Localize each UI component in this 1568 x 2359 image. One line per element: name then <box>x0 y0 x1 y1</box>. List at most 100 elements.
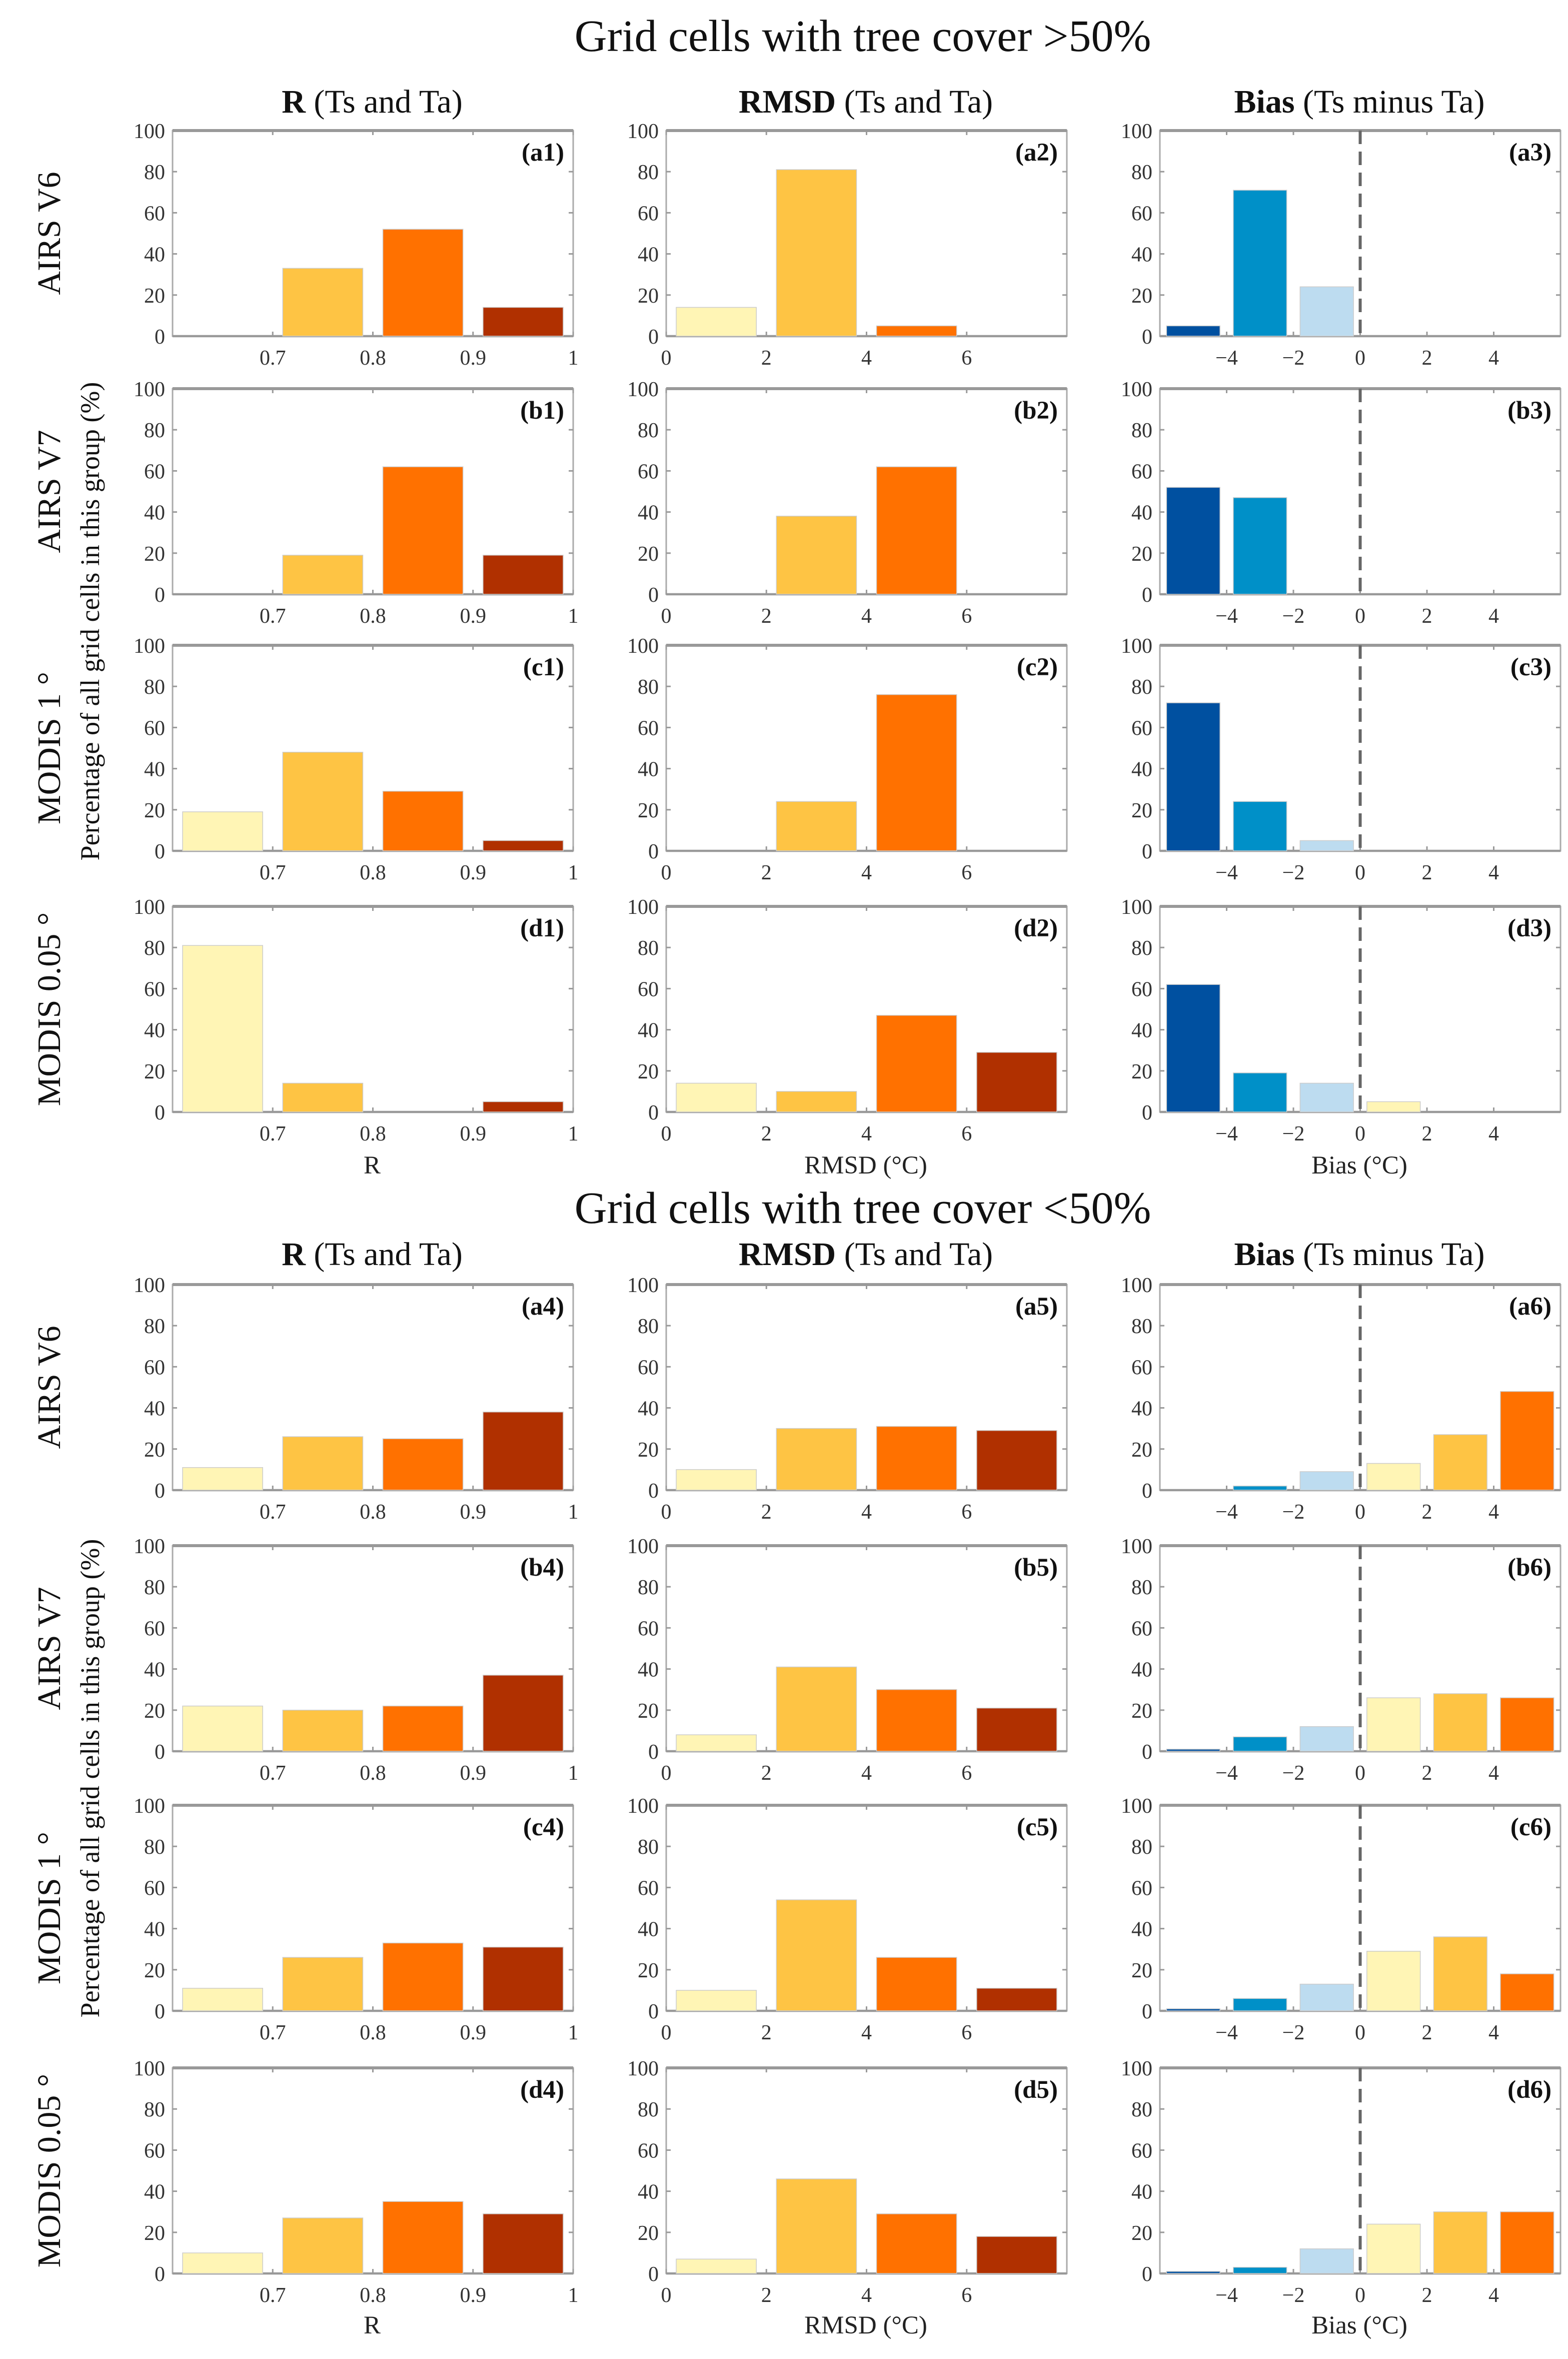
y-tick-label: 40 <box>1131 1659 1152 1682</box>
bar <box>776 169 857 337</box>
x-tick-label: −2 <box>1282 1762 1305 1785</box>
x-tick-label: 2 <box>1422 2284 1432 2307</box>
x-tick-label: −4 <box>1215 861 1238 884</box>
panel-c6: 0 20 40 60 80 100 −4 −2 0 2 4 (c6) <box>1121 1795 1561 2044</box>
y-tick-label: 0 <box>648 1480 659 1503</box>
row-label: AIRS V6 <box>31 1326 68 1449</box>
x-axis-label-bias: Bias (°C) <box>1311 1151 1407 1180</box>
x-tick-label: −4 <box>1215 1762 1238 1785</box>
bar <box>282 1082 364 1112</box>
header-bold: R <box>282 1236 306 1273</box>
x-tick-label: 1 <box>568 1122 579 1145</box>
x-tick-label: 0 <box>1355 2284 1365 2307</box>
y-tick-label: 100 <box>1121 378 1152 401</box>
panel-label: (a3) <box>1509 139 1551 167</box>
x-tick-label: 0 <box>1355 2021 1365 2044</box>
bar <box>182 1467 263 1491</box>
panel-label: (b5) <box>1014 1554 1058 1582</box>
y-tick-label: 40 <box>1131 502 1152 525</box>
y-tick-label: 60 <box>144 460 165 483</box>
y-tick-label: 80 <box>144 1315 165 1338</box>
header-bold: RMSD <box>739 1236 836 1273</box>
y-tick-label: 100 <box>1121 2057 1152 2080</box>
y-tick-label: 60 <box>638 460 659 483</box>
bar <box>1166 2271 1220 2274</box>
y-tick-label: 100 <box>627 120 659 143</box>
panel-b5: 0 20 40 60 80 100 0 2 4 6 (b5) <box>627 1535 1068 1785</box>
header-rest: (Ts minus Ta) <box>1295 1236 1485 1273</box>
bar <box>182 1988 263 2011</box>
row-label: MODIS 0.05 ° <box>31 2074 68 2268</box>
bar <box>976 1052 1057 1112</box>
x-tick-label: 6 <box>961 605 972 628</box>
bar <box>282 751 364 851</box>
panel-c3: 0 20 40 60 80 100 −4 −2 0 2 4 (c3) <box>1121 635 1561 884</box>
x-tick-label: 0.7 <box>260 2021 286 2044</box>
bar <box>382 229 464 337</box>
y-tick-label: 0 <box>1142 1101 1152 1124</box>
panel-label: (c1) <box>523 653 564 681</box>
x-tick-label: 6 <box>961 2284 972 2307</box>
y-tick-label: 20 <box>144 799 165 822</box>
y-tick-label: 40 <box>1131 1019 1152 1042</box>
y-tick-label: 0 <box>1142 2263 1152 2286</box>
y-tick-label: 80 <box>638 1576 659 1599</box>
x-tick-label: 0 <box>1355 861 1365 884</box>
y-axis-label: Percentage of all grid cells in this gro… <box>75 382 105 861</box>
y-tick-label: 60 <box>1131 1356 1152 1379</box>
y-tick-label: 60 <box>1131 202 1152 225</box>
y-tick-label: 60 <box>144 1877 165 1900</box>
y-tick-label: 80 <box>638 2098 659 2121</box>
y-tick-label: 40 <box>638 502 659 525</box>
axes-box <box>665 1804 1068 2012</box>
bar <box>1433 1936 1487 2011</box>
y-tick-label: 80 <box>144 2098 165 2121</box>
x-axis-label-bias: Bias (°C) <box>1311 2311 1407 2339</box>
panel-b3: 0 20 40 60 80 100 −4 −2 0 2 4 (b3) <box>1121 378 1561 628</box>
x-tick-label: 0.9 <box>460 1762 487 1785</box>
y-tick-label: 60 <box>144 202 165 225</box>
x-tick-label: 0.9 <box>460 2021 487 2044</box>
x-tick-label: 4 <box>861 347 872 370</box>
bar <box>1299 1726 1354 1752</box>
y-tick-label: 40 <box>1131 1398 1152 1421</box>
y-tick-label: 80 <box>1131 937 1152 960</box>
bar <box>1299 1471 1354 1491</box>
y-tick-label: 20 <box>638 2222 659 2245</box>
panel-c2: 0 20 40 60 80 100 0 2 4 6 (c2) <box>627 635 1068 884</box>
y-tick-label: 20 <box>638 799 659 822</box>
y-tick-label: 0 <box>648 2263 659 2286</box>
panel-d5: 0 20 40 60 80 100 0 2 4 6 (d5) <box>627 2057 1068 2307</box>
axes-box <box>665 644 1068 852</box>
panel-a1: 0 20 40 60 80 100 0.7 0.8 0.9 1 (a1) <box>134 120 579 370</box>
y-tick-label: 0 <box>648 2000 659 2023</box>
x-tick-label: −2 <box>1282 1122 1305 1145</box>
column-header-rmsd: RMSD (Ts and Ta) <box>739 1236 993 1273</box>
y-tick-label: 60 <box>1131 1877 1152 1900</box>
bar <box>976 1988 1057 2011</box>
x-tick-label: 2 <box>1422 1122 1432 1145</box>
x-tick-label: 0 <box>1355 1122 1365 1145</box>
x-tick-label: 1 <box>568 347 579 370</box>
x-tick-label: −2 <box>1282 861 1305 884</box>
panel-b6: 0 20 40 60 80 100 −4 −2 0 2 4 (b6) <box>1121 1535 1561 1785</box>
bar <box>1233 1998 1287 2011</box>
x-tick-label: 2 <box>761 2021 772 2044</box>
panel-label: (d1) <box>520 914 564 942</box>
x-tick-label: 0 <box>661 1122 672 1145</box>
axes-box <box>665 388 1068 595</box>
bar <box>483 840 564 851</box>
y-tick-label: 80 <box>1131 1315 1152 1338</box>
y-tick-label: 20 <box>1131 1060 1152 1083</box>
y-tick-label: 80 <box>144 161 165 184</box>
bar <box>282 268 364 337</box>
y-tick-label: 20 <box>1131 285 1152 308</box>
y-tick-label: 80 <box>1131 1836 1152 1859</box>
y-tick-label: 20 <box>144 2222 165 2245</box>
x-tick-label: 0.9 <box>460 347 487 370</box>
y-tick-label: 20 <box>1131 2222 1152 2245</box>
y-tick-label: 20 <box>144 1959 165 1982</box>
y-tick-label: 100 <box>627 2057 659 2080</box>
bar <box>182 811 263 851</box>
